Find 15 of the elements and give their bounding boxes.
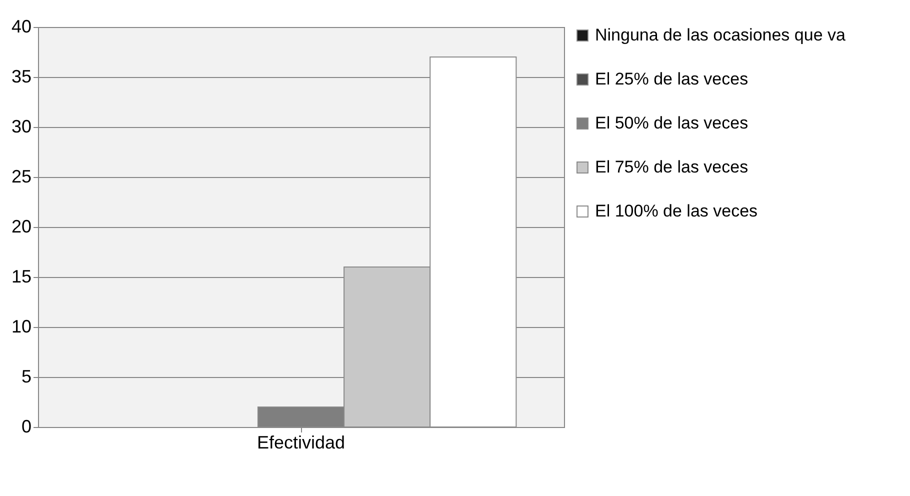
legend-label: El 25% de las veces xyxy=(595,70,748,88)
y-tick-label: 0 xyxy=(21,416,32,436)
y-tick-label: 40 xyxy=(11,16,32,36)
x-tick-label: Efectividad xyxy=(256,432,346,452)
legend-label: El 75% de las veces xyxy=(595,158,748,176)
y-tick-label: 25 xyxy=(11,166,32,186)
y-tick-label: 20 xyxy=(11,216,32,236)
legend-label: El 50% de las veces xyxy=(595,114,748,132)
y-tick-label: 10 xyxy=(11,316,32,336)
y-tick-label: 30 xyxy=(11,116,32,136)
y-tick-label: 15 xyxy=(11,266,32,286)
y-tick-label: 5 xyxy=(21,366,32,386)
legend-label: El 100% de las veces xyxy=(595,202,758,220)
legend-label: Ninguna de las ocasiones que va xyxy=(595,26,846,44)
y-tick-label: 35 xyxy=(11,66,32,86)
